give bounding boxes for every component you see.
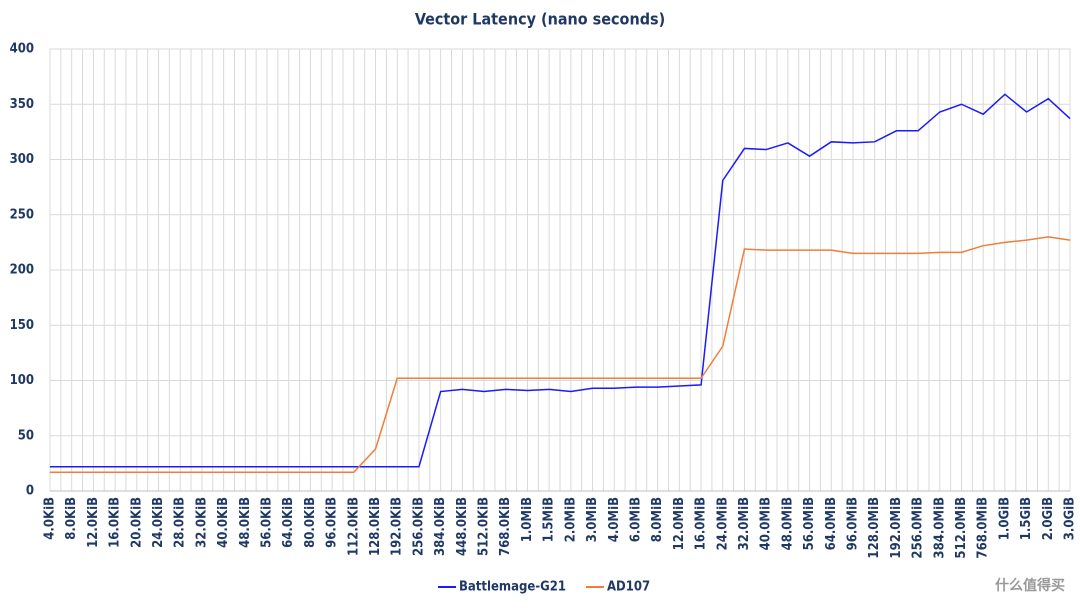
x-tick-label: 64.0KiB (281, 497, 296, 548)
x-tick-label: 48.0KiB (238, 497, 253, 548)
x-tick-label: 192.0KiB (390, 497, 405, 556)
x-tick-label: 56.0KiB (260, 497, 275, 548)
x-tick-label: 8.0KiB (64, 497, 79, 540)
x-tick-label: 20.0KiB (129, 497, 144, 548)
x-tick-label: 28.0KiB (173, 497, 188, 548)
y-tick-label: 50 (18, 428, 34, 443)
x-tick-label: 112.0KiB (346, 497, 361, 556)
x-tick-label: 384.0KiB (433, 497, 448, 556)
x-tick-label: 4.0MiB (607, 497, 622, 542)
x-tick-label: 48.0MiB (780, 497, 795, 551)
x-tick-label: 40.0KiB (216, 497, 231, 548)
x-tick-label: 128.0MiB (867, 497, 882, 559)
x-tick-label: 1.0MiB (520, 497, 535, 542)
x-tick-label: 40.0MiB (759, 497, 774, 551)
x-tick-label: 64.0MiB (824, 497, 839, 551)
series-line (50, 236, 1071, 473)
x-tick-label: 384.0MiB (932, 497, 947, 559)
x-tick-label: 80.0KiB (303, 497, 318, 548)
x-tick-label: 12.0KiB (86, 497, 101, 548)
y-tick-label: 150 (10, 318, 34, 333)
x-tick-label: 2.0GiB (1041, 497, 1056, 540)
legend-label: Battlemage-G21 (459, 580, 566, 595)
x-tick-label: 2.0MiB (563, 497, 578, 542)
x-tick-label: 24.0MiB (715, 497, 730, 551)
x-tick-label: 448.0KiB (455, 497, 470, 556)
x-tick-label: 3.0GiB (1063, 497, 1078, 540)
y-tick-label: 0 (26, 484, 34, 499)
x-tick-label: 768.0MiB (976, 497, 991, 559)
x-tick-label: 256.0MiB (911, 497, 926, 559)
x-tick-label: 16.0MiB (694, 497, 709, 551)
x-tick-label: 256.0KiB (411, 497, 426, 556)
x-tick-label: 4.0KiB (43, 497, 58, 540)
x-tick-label: 24.0KiB (151, 497, 166, 548)
x-tick-label: 32.0MiB (737, 497, 752, 551)
x-tick-label: 96.0MiB (845, 497, 860, 551)
x-tick-label: 128.0KiB (368, 497, 383, 556)
y-tick-label: 300 (10, 152, 34, 167)
chart-title: Vector Latency (nano seconds) (415, 10, 665, 29)
series-line (50, 93, 1071, 468)
x-tick-label: 1.0GiB (997, 497, 1012, 540)
y-tick-label: 250 (10, 207, 34, 222)
y-tick-label: 350 (10, 97, 34, 112)
x-tick-label: 96.0KiB (325, 497, 340, 548)
legend-label: AD107 (607, 580, 650, 595)
x-tick-label: 1.5MiB (542, 497, 557, 542)
x-tick-label: 6.0MiB (628, 497, 643, 542)
x-tick-label: 8.0MiB (650, 497, 665, 542)
y-tick-label: 200 (10, 263, 34, 278)
x-tick-label: 1.5GiB (1019, 497, 1034, 540)
x-tick-label: 512.0KiB (477, 497, 492, 556)
y-tick-label: 400 (10, 42, 34, 57)
x-tick-label: 512.0MiB (954, 497, 969, 559)
x-tick-label: 16.0KiB (108, 497, 123, 548)
x-tick-label: 3.0MiB (585, 497, 600, 542)
watermark: 什么值得买 (995, 577, 1065, 594)
x-tick-label: 192.0MiB (889, 497, 904, 559)
y-tick-label: 100 (10, 373, 34, 388)
x-tick-label: 56.0MiB (802, 497, 817, 551)
x-tick-label: 768.0KiB (498, 497, 513, 556)
x-tick-label: 12.0MiB (672, 497, 687, 551)
x-tick-label: 32.0KiB (194, 497, 209, 548)
